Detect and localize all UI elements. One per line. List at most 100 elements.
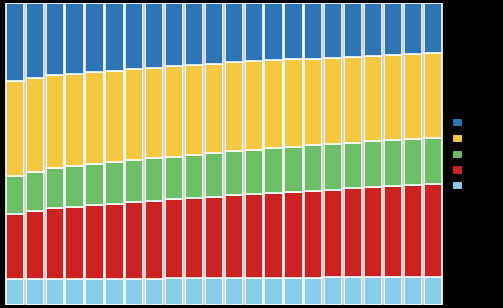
Bar <box>324 3 343 58</box>
Bar <box>125 69 143 160</box>
Bar <box>403 139 422 185</box>
Bar <box>424 184 442 277</box>
Bar <box>424 277 442 305</box>
Bar <box>344 188 362 277</box>
Bar <box>165 156 183 199</box>
Bar <box>86 3 104 72</box>
Bar <box>265 3 283 60</box>
Bar <box>65 279 84 305</box>
Bar <box>324 189 343 278</box>
Bar <box>205 3 223 64</box>
Bar <box>6 279 24 305</box>
Bar <box>105 3 124 71</box>
Bar <box>86 279 104 305</box>
Bar <box>165 199 183 278</box>
Bar <box>225 151 243 195</box>
Bar <box>424 138 442 184</box>
Bar <box>384 55 402 140</box>
Bar <box>403 277 422 305</box>
Bar <box>265 278 283 305</box>
Bar <box>244 3 263 61</box>
Bar <box>205 278 223 305</box>
Bar <box>265 148 283 193</box>
Bar <box>185 155 203 198</box>
Bar <box>26 279 44 305</box>
Bar <box>403 185 422 277</box>
Bar <box>185 198 203 278</box>
Bar <box>205 197 223 278</box>
Bar <box>165 67 183 156</box>
Bar <box>65 3 84 74</box>
Bar <box>6 81 24 176</box>
Bar <box>424 53 442 138</box>
Bar <box>185 3 203 65</box>
Bar <box>304 191 322 278</box>
Bar <box>205 64 223 153</box>
Bar <box>105 162 124 204</box>
Bar <box>304 3 322 59</box>
Bar <box>324 278 343 305</box>
Bar <box>344 3 362 57</box>
Bar <box>185 278 203 305</box>
Bar <box>424 3 442 53</box>
Bar <box>145 68 163 158</box>
Bar <box>165 278 183 305</box>
Bar <box>364 56 382 141</box>
Bar <box>304 145 322 191</box>
Bar <box>244 194 263 278</box>
Bar <box>105 71 124 162</box>
Bar <box>265 193 283 278</box>
Bar <box>46 75 64 168</box>
Bar <box>125 279 143 305</box>
Bar <box>244 150 263 194</box>
Bar <box>65 166 84 207</box>
Bar <box>284 3 303 59</box>
Bar <box>364 187 382 277</box>
Bar <box>65 74 84 166</box>
Bar <box>225 62 243 151</box>
Bar <box>145 3 163 68</box>
Bar <box>125 3 143 69</box>
Bar <box>244 61 263 150</box>
Bar <box>364 141 382 187</box>
Bar <box>225 3 243 62</box>
Bar <box>344 143 362 188</box>
Bar <box>403 54 422 139</box>
Bar <box>26 78 44 172</box>
Bar <box>304 278 322 305</box>
Bar <box>244 278 263 305</box>
Bar <box>105 204 124 279</box>
Bar <box>26 172 44 211</box>
Bar <box>384 186 402 277</box>
Bar <box>145 158 163 201</box>
Bar <box>185 65 203 155</box>
Bar <box>324 144 343 189</box>
Bar <box>205 153 223 197</box>
Bar <box>26 3 44 78</box>
Bar <box>384 3 402 55</box>
Bar <box>364 277 382 305</box>
Bar <box>65 207 84 279</box>
Bar <box>265 60 283 148</box>
Bar <box>304 59 322 145</box>
Legend: , , , , : , , , , <box>452 117 464 191</box>
Bar <box>284 147 303 192</box>
Bar <box>46 279 64 305</box>
Bar <box>105 279 124 305</box>
Bar <box>384 140 402 186</box>
Bar <box>403 3 422 54</box>
Bar <box>46 168 64 208</box>
Bar <box>46 208 64 279</box>
Bar <box>344 277 362 305</box>
Bar <box>364 3 382 56</box>
Bar <box>145 278 163 305</box>
Bar <box>86 164 104 205</box>
Bar <box>284 59 303 147</box>
Bar <box>46 3 64 75</box>
Bar <box>6 176 24 214</box>
Bar <box>86 205 104 279</box>
Bar <box>86 72 104 164</box>
Bar <box>145 201 163 278</box>
Bar <box>284 278 303 305</box>
Bar <box>6 3 24 81</box>
